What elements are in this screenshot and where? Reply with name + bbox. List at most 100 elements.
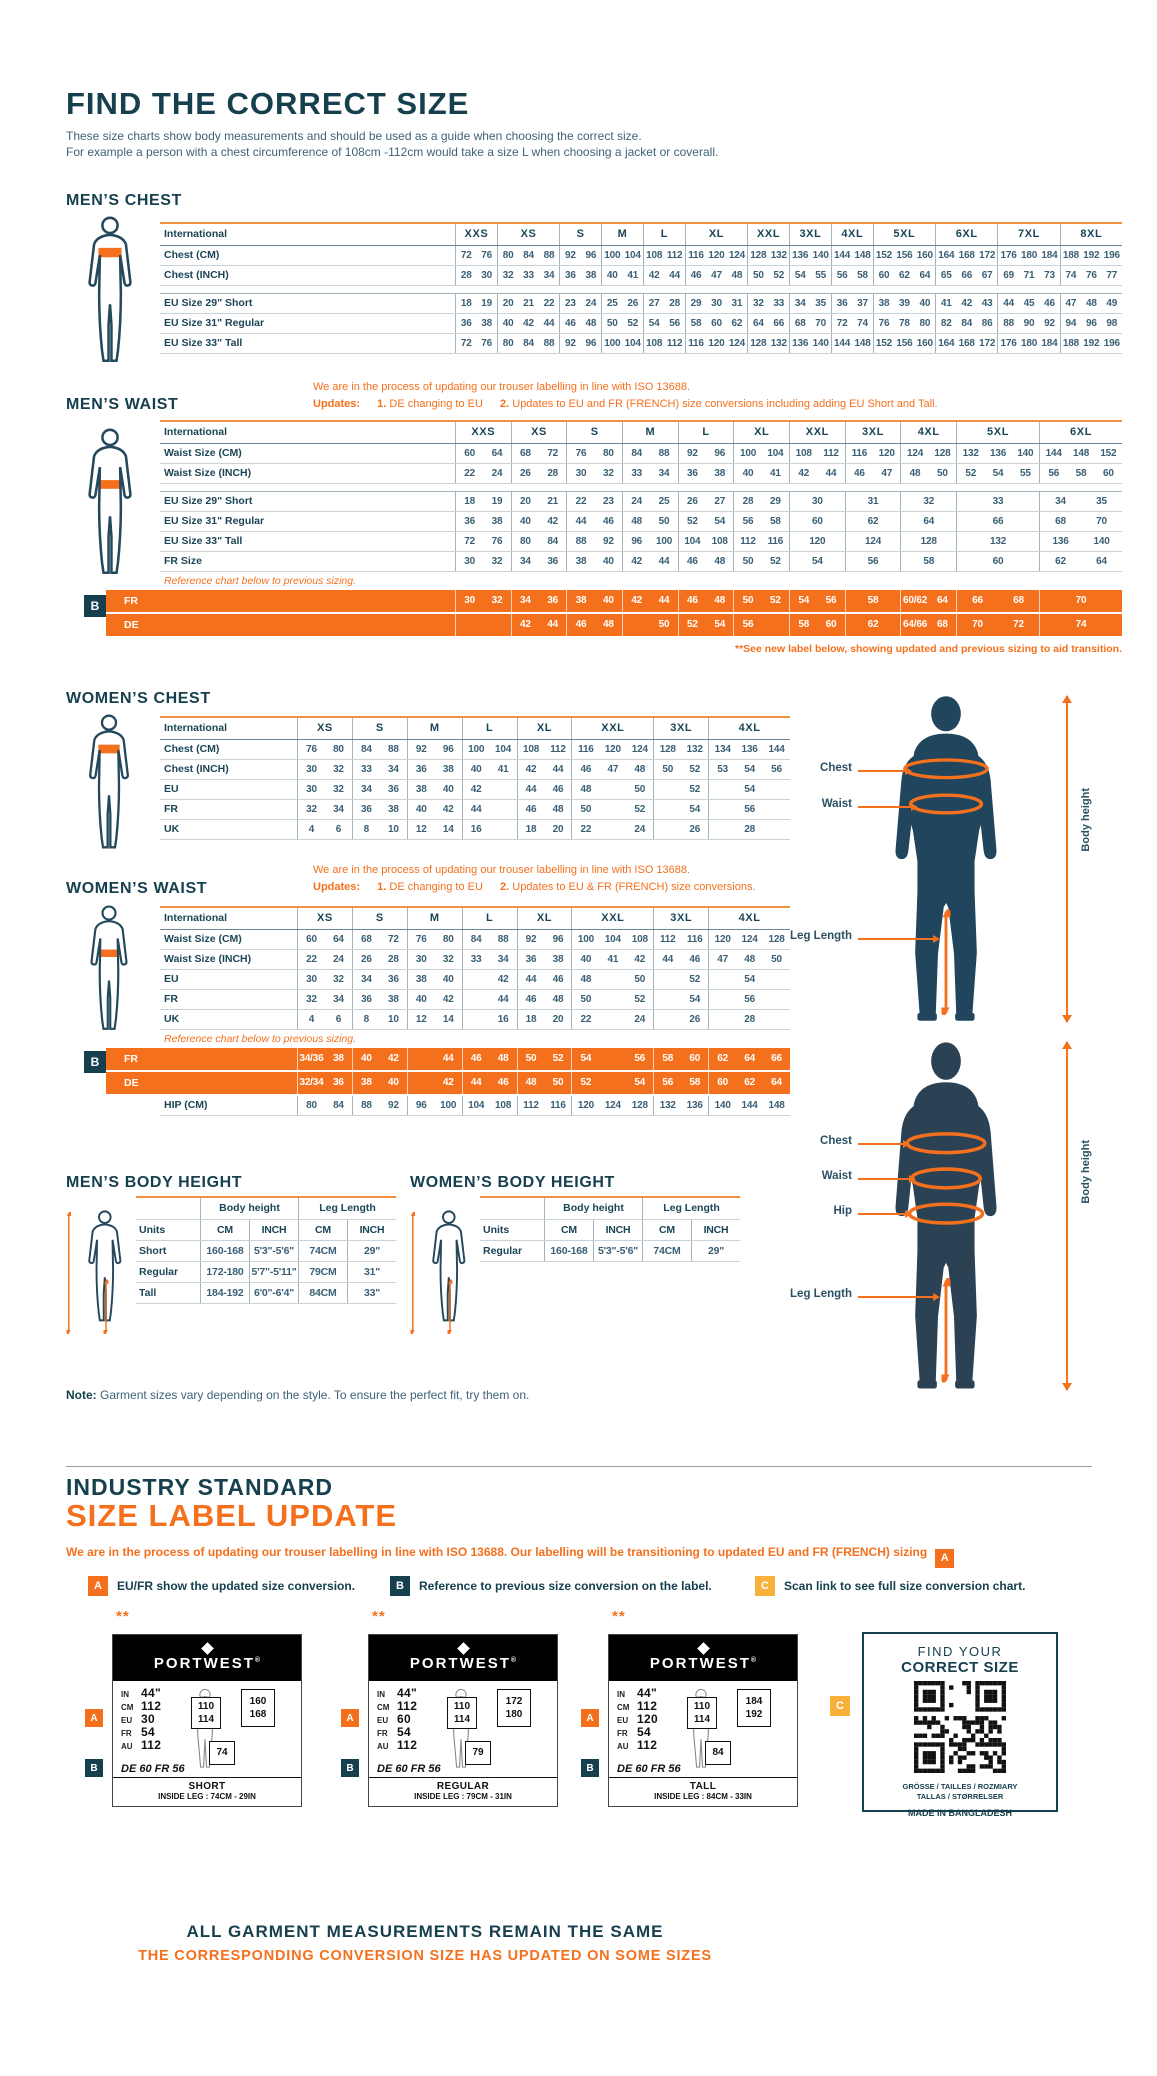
size-header: XS [297, 908, 352, 929]
men-leg-length-arrow [858, 935, 940, 943]
size-header: 4XL [900, 422, 956, 443]
size-group: 56 58 [830, 266, 873, 285]
table-row: Waist Size (INCH) 22 24 26 28 30 32 33 34 36 38 40 4… [160, 464, 1122, 484]
size-value: 38 [481, 318, 493, 329]
update1-number: 1. [377, 398, 387, 410]
size-value: 124 [631, 744, 648, 755]
qr-code [864, 1681, 1056, 1778]
size-value [763, 990, 790, 1009]
size-value: 120 [708, 250, 725, 261]
label-size-row: FR 54 [377, 1725, 411, 1739]
size-group: 68 72 [351, 930, 407, 949]
size-value: 124 [907, 448, 924, 459]
size-value: 42 [961, 298, 973, 309]
size-value: 23 [565, 298, 576, 309]
table-row: EU Size 29" Short 18 19 20 21 22 23 24 25 26 27 28 2… [160, 294, 1122, 314]
size-group: 46 48 [566, 614, 622, 636]
mens-chest-table: International XXS XS S M L XL XXL 3XL 4XL 5XL 6XL 7X… [160, 222, 1122, 354]
size-value: 32 [333, 784, 344, 795]
size-group: 108 112 [642, 334, 685, 353]
size-value: 76 [481, 338, 493, 349]
size-group: 46 48 [516, 990, 572, 1009]
fit-name: REGULAR [436, 1781, 490, 1792]
size-value: 76 [1085, 270, 1097, 281]
size-value: 28 [744, 1014, 755, 1025]
diamond-icon [200, 1642, 214, 1655]
size-value [490, 820, 517, 839]
size-value: 70 [1096, 516, 1107, 527]
womens-body-height-figure-icon [408, 1210, 466, 1348]
size-value: 30 [415, 954, 427, 965]
size-value [763, 1010, 790, 1029]
size-value: 80 [502, 250, 514, 261]
size-group: 108 112 [642, 246, 685, 265]
size-group: 50 52 [571, 990, 653, 1009]
size-value: 36 [547, 595, 559, 606]
bh-value: 172-180 [200, 1262, 249, 1282]
size-value: 104 [604, 934, 621, 945]
size-value: 26 [689, 1014, 701, 1025]
size-value: 60 [717, 1077, 728, 1088]
size-group: 144 148 [830, 334, 873, 353]
size-value: 156 [896, 250, 913, 261]
label-size-row: IN 44" [121, 1686, 161, 1700]
size-group: 34/36 38 [297, 1048, 352, 1070]
womens-body-height-table: Body height Leg Length Units CM INCH CM INCH Re… [480, 1196, 740, 1262]
size-group: 152 156 160 [872, 334, 935, 353]
size-group: 18 19 [455, 294, 497, 313]
size-value: 108 [646, 250, 663, 261]
size-group: 108 112 [789, 444, 845, 463]
size-value: 47 [711, 270, 722, 281]
size-group: 30 32 [297, 760, 352, 779]
size-group: 41 42 43 [935, 294, 997, 313]
size-header: XL [684, 224, 747, 245]
size-value: 116 [578, 744, 594, 755]
size-group: 100 104 108 [571, 930, 653, 949]
label-size-row: EU 120 [617, 1712, 658, 1726]
size-value: 96 [552, 934, 564, 945]
size-value: 124 [741, 934, 758, 945]
size-group: 128 132 [747, 246, 789, 265]
size-group: 100 104 [601, 334, 643, 353]
women-hip-label: Hip [833, 1205, 852, 1217]
size-group: 47 48 50 [708, 950, 790, 969]
size-value: 112 [659, 934, 676, 945]
size-value: 40 [580, 954, 592, 965]
size-value: 30 [711, 298, 722, 309]
size-value: 41 [607, 954, 619, 965]
size-value: 10 [387, 824, 399, 835]
size-value: 148 [854, 250, 871, 261]
size-header: 8XL [1059, 224, 1122, 245]
row-label: International [164, 912, 228, 924]
size-value: 26 [361, 954, 372, 965]
size-value: 148 [1072, 448, 1090, 459]
size-group: 18 20 [516, 820, 572, 839]
size-group: 144 148 [830, 246, 873, 265]
size-value: 16 [497, 1014, 509, 1025]
size-group: 30 32 [297, 780, 352, 799]
size-group: 100 104 [601, 246, 643, 265]
updates-label: Updates: [313, 881, 361, 893]
size-value: 72 [460, 338, 472, 349]
size-group: 42 44 [789, 464, 845, 483]
size-group: 80 84 [297, 1096, 352, 1115]
size-group: 16 [461, 1010, 517, 1029]
bh-value: 184-192 [200, 1283, 249, 1303]
size-value: 30 [464, 595, 476, 606]
size-value: 98 [1106, 318, 1118, 329]
brand-name: PORTWEST® [409, 1655, 517, 1672]
size-value: 112 [666, 250, 683, 261]
size-value: 76 [878, 318, 890, 329]
size-group: 76 78 80 [872, 314, 935, 333]
size-value [709, 1010, 736, 1029]
size-value: 88 [543, 338, 555, 349]
size-value: 100 [739, 448, 757, 459]
size-group: 120 124 128 [708, 930, 790, 949]
previous-size-text: DE 60 FR 56 [121, 1763, 185, 1775]
size-value: 80 [333, 744, 344, 755]
size-value: 72 [387, 934, 399, 945]
size-value: 34 [333, 994, 344, 1005]
size-value: 80 [919, 318, 931, 329]
size-value: 74 [857, 318, 868, 329]
